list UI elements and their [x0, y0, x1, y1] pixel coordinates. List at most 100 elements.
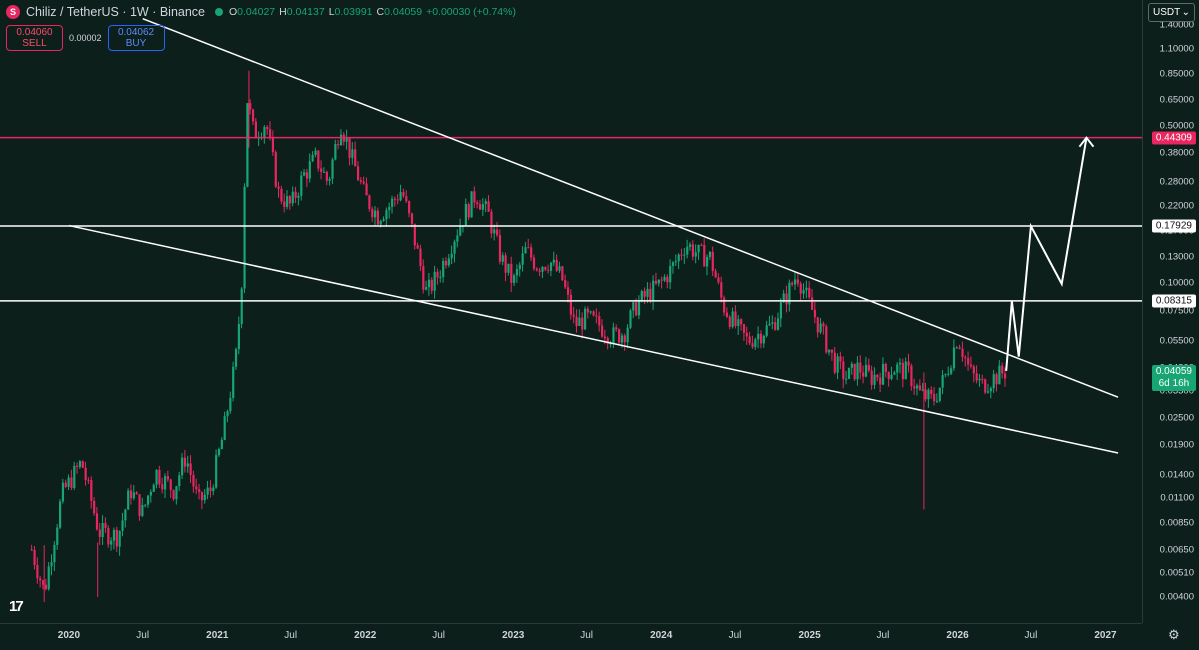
candle-body	[986, 391, 990, 393]
candle-body	[234, 349, 238, 367]
time-axis[interactable]: 2020 Jul 2021 Jul 2022 Jul 2023 Jul 2024 Jul 2025 J…	[0, 623, 1142, 650]
candle-body	[981, 378, 984, 380]
candle-body	[286, 196, 289, 207]
candle-body	[110, 540, 113, 545]
ohlc-readout: O0.04027 H0.04137 L0.03991 C0.04059 +0.00030…	[229, 6, 516, 18]
candle-body	[830, 349, 834, 353]
candle-body	[61, 482, 65, 502]
time-tick-label: Jul	[876, 630, 890, 641]
candle-body	[93, 500, 96, 514]
candle-body	[955, 347, 958, 349]
candle-body	[215, 455, 218, 488]
candle-body	[456, 235, 459, 242]
candle-body	[504, 255, 507, 273]
candle-body	[294, 191, 297, 198]
candle-body	[569, 294, 572, 315]
sell-button[interactable]: 0.04060 SELL	[6, 25, 63, 51]
market-status-icon[interactable]	[215, 8, 223, 16]
candle-body	[328, 178, 331, 181]
price-tick-label: 0.01900	[1159, 439, 1194, 451]
candle-body	[754, 339, 757, 347]
candle-body	[549, 262, 553, 271]
price-tick-label: 0.00850	[1159, 517, 1194, 529]
tradingview-logo[interactable]: 17	[9, 598, 24, 615]
candle-body	[291, 191, 294, 204]
candle-body	[680, 254, 683, 256]
candle-body	[887, 371, 890, 380]
price-tick-label: 1.10000	[1159, 43, 1194, 55]
candle-body	[646, 288, 649, 297]
candle-body	[950, 368, 953, 374]
candle-body	[530, 247, 533, 258]
candle-body	[657, 279, 660, 284]
candle-body	[967, 357, 970, 365]
candle-body	[487, 201, 490, 212]
candle-body	[478, 204, 482, 210]
candle-body	[717, 277, 720, 283]
candle-body	[251, 109, 255, 122]
candle-body	[186, 463, 189, 467]
candle-body	[771, 322, 774, 324]
candle-body	[1003, 373, 1007, 379]
candle-body	[178, 475, 181, 487]
candle-body	[598, 316, 601, 326]
candle-body	[274, 152, 277, 187]
candle-body	[694, 252, 697, 257]
candle-body	[935, 400, 939, 402]
candle-body	[671, 262, 675, 266]
candle-body	[373, 210, 377, 218]
price-tick-label: 0.50000	[1159, 120, 1194, 132]
candle-body	[44, 584, 48, 590]
candle-body	[393, 198, 397, 200]
candle-body	[408, 201, 411, 214]
candle-body	[402, 192, 405, 197]
upper-trendline	[142, 17, 1119, 398]
candle-body	[476, 202, 479, 205]
candle-body	[561, 266, 564, 281]
chart-header: S Chiliz / TetherUS · 1W · Binance O0.04…	[6, 5, 516, 19]
level-low-price-label: 0.08315	[1151, 294, 1196, 308]
symbol-title[interactable]: Chiliz / TetherUS · 1W · Binance	[26, 5, 205, 19]
candle-body	[876, 374, 879, 378]
candle-body	[870, 370, 873, 385]
candle-body	[58, 501, 62, 528]
candle-body	[927, 389, 930, 400]
price-tick-label: 0.00400	[1159, 591, 1194, 603]
settings-icon[interactable]: ⚙	[1168, 627, 1180, 642]
candle-body	[796, 279, 800, 284]
candle-body	[782, 293, 785, 303]
candle-body	[748, 336, 751, 344]
candle-body	[442, 260, 445, 278]
candle-body	[507, 263, 510, 273]
chart-area[interactable]	[0, 0, 1142, 623]
candle-body	[30, 549, 33, 551]
candle-body	[70, 477, 73, 488]
time-tick-label: Jul	[728, 630, 742, 641]
candle-body	[706, 256, 709, 267]
candle-body	[382, 219, 385, 221]
candle-body	[496, 229, 499, 236]
candle-body	[961, 348, 964, 358]
candle-body	[515, 269, 519, 276]
buy-button[interactable]: 0.04062 BUY	[107, 25, 165, 51]
price-chart[interactable]	[0, 0, 1142, 623]
candle-body	[901, 362, 905, 380]
candle-body	[564, 280, 567, 288]
candle-body	[41, 580, 45, 585]
price-tick-label: 0.65000	[1159, 94, 1194, 106]
candle-body	[541, 266, 544, 272]
candle-body	[101, 522, 104, 538]
candle-body	[305, 172, 309, 179]
candle-body	[944, 374, 947, 376]
candle-body	[297, 195, 300, 198]
candle-body	[453, 241, 456, 254]
currency-dropdown[interactable]: USDT ⌄	[1148, 3, 1195, 22]
price-axis[interactable]: 1.40000 1.10000 0.85000 0.65000 0.50000 0.380…	[1142, 0, 1199, 623]
candle-body	[203, 494, 206, 501]
candle-body	[84, 467, 87, 480]
candle-body	[975, 373, 978, 381]
candle-body	[439, 277, 442, 279]
candle-body	[172, 489, 175, 500]
price-tick-label: 0.00510	[1159, 567, 1194, 579]
candle-body	[941, 375, 944, 388]
